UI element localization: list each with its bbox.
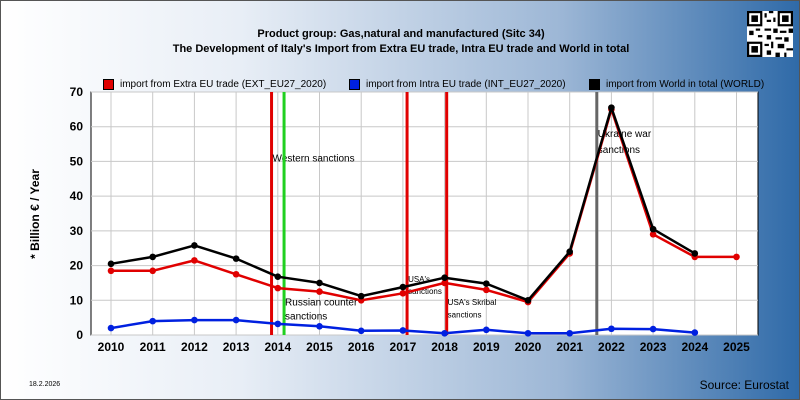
export-date: 18.2.2026 — [29, 381, 61, 388]
data-point-0 — [149, 267, 156, 275]
data-point-0 — [483, 286, 490, 294]
x-tick-label: 2011 — [140, 340, 166, 354]
event-annotation: Western sanctions — [273, 153, 355, 164]
data-point-1 — [232, 316, 240, 324]
data-point-1 — [107, 324, 115, 332]
data-point-0 — [107, 267, 115, 275]
data-point-2 — [232, 255, 240, 262]
data-point-0 — [191, 257, 198, 264]
y-tick-label: 40 — [70, 189, 84, 203]
x-tick-label: 2025 — [723, 340, 750, 354]
data-point-0 — [274, 284, 282, 292]
data-point-2 — [191, 242, 198, 249]
data-point-1 — [524, 329, 532, 337]
data-point-2 — [399, 283, 407, 291]
data-point-1 — [608, 325, 615, 333]
data-point-0 — [441, 279, 448, 287]
data-point-1 — [149, 317, 156, 325]
y-tick-label: 70 — [70, 85, 84, 99]
x-tick-label: 2014 — [264, 340, 291, 354]
data-point-1 — [357, 327, 365, 335]
data-point-2 — [566, 248, 573, 255]
data-point-2 — [691, 250, 699, 257]
data-point-1 — [441, 329, 448, 337]
data-point-1 — [316, 323, 323, 330]
data-point-2 — [107, 260, 115, 268]
x-tick-label: 2017 — [390, 340, 417, 354]
chart-title-development: The Development of Italy's Import from E… — [172, 43, 630, 55]
data-point-2 — [524, 296, 532, 304]
x-tick-label: 2015 — [306, 340, 333, 354]
x-tick-label: 2016 — [348, 340, 375, 354]
data-point-0 — [649, 231, 657, 238]
event-annotation: USA's — [408, 275, 430, 284]
event-annotation: sanctions — [598, 145, 640, 156]
chart-title-product: Product group: Gas,natural and manufactu… — [257, 28, 545, 40]
y-axis-label: * Billion € / Year — [28, 169, 42, 259]
qr-code-icon — [747, 11, 793, 57]
event-annotation: Ukraine war — [598, 129, 652, 140]
x-tick-label: 2018 — [431, 340, 458, 354]
event-annotation: sanctions — [448, 311, 482, 320]
y-tick-label: 20 — [70, 259, 84, 273]
data-point-0 — [316, 288, 323, 295]
x-tick-label: 2012 — [181, 340, 208, 354]
legend-item-intra-eu: import from Intra EU trade (INT_EU27_202… — [349, 79, 566, 90]
legend-item-extra-eu: import from Extra EU trade (EXT_EU27_202… — [103, 79, 326, 90]
x-tick-label: 2022 — [598, 340, 625, 354]
legend-swatch-world — [589, 79, 600, 90]
data-point-2 — [149, 253, 156, 261]
data-point-2 — [483, 280, 490, 287]
data-point-1 — [399, 327, 407, 334]
legend-item-world: import from World in total (WORLD) — [589, 79, 764, 90]
data-point-1 — [191, 316, 198, 324]
event-annotation: Russian counter — [285, 297, 358, 308]
y-tick-label: 30 — [70, 224, 84, 238]
legend-label-extra-eu: import from Extra EU trade (EXT_EU27_202… — [120, 79, 327, 90]
x-tick-label: 2024 — [681, 340, 708, 354]
y-tick-label: 0 — [76, 328, 83, 342]
y-tick-label: 10 — [70, 293, 84, 307]
y-tick-label: 50 — [70, 154, 84, 168]
data-point-2 — [357, 292, 365, 300]
event-annotation: USA's Skribal — [448, 298, 497, 307]
chart-legend: import from Extra EU trade (EXT_EU27_202… — [1, 79, 799, 95]
data-point-0 — [733, 253, 740, 261]
y-tick-label: 60 — [70, 120, 84, 134]
x-tick-label: 2021 — [556, 340, 583, 354]
data-point-2 — [274, 273, 282, 280]
data-point-1 — [274, 320, 282, 328]
legend-label-intra-eu: import from Intra EU trade (INT_EU27_202… — [366, 79, 566, 90]
data-point-2 — [441, 274, 448, 282]
source-label: Source: Eurostat — [699, 378, 789, 392]
legend-swatch-intra-eu — [349, 79, 360, 90]
data-point-2 — [608, 104, 615, 111]
x-tick-label: 2010 — [98, 340, 125, 354]
x-tick-label: 2020 — [515, 340, 542, 354]
data-point-2 — [649, 225, 657, 233]
event-annotation: sanctions — [408, 287, 442, 296]
data-point-0 — [399, 290, 407, 297]
data-point-1 — [691, 329, 699, 336]
x-tick-label: 2023 — [640, 340, 667, 354]
data-point-1 — [566, 329, 573, 337]
event-annotation: sanctions — [285, 311, 327, 322]
data-point-2 — [316, 279, 323, 287]
legend-swatch-extra-eu — [103, 79, 114, 90]
x-tick-label: 2019 — [473, 340, 500, 354]
data-point-0 — [232, 270, 240, 278]
legend-label-world: import from World in total (WORLD) — [606, 79, 765, 90]
data-point-1 — [483, 326, 490, 334]
plot-area — [90, 91, 759, 336]
data-point-1 — [649, 325, 657, 333]
x-tick-label: 2013 — [223, 340, 250, 354]
